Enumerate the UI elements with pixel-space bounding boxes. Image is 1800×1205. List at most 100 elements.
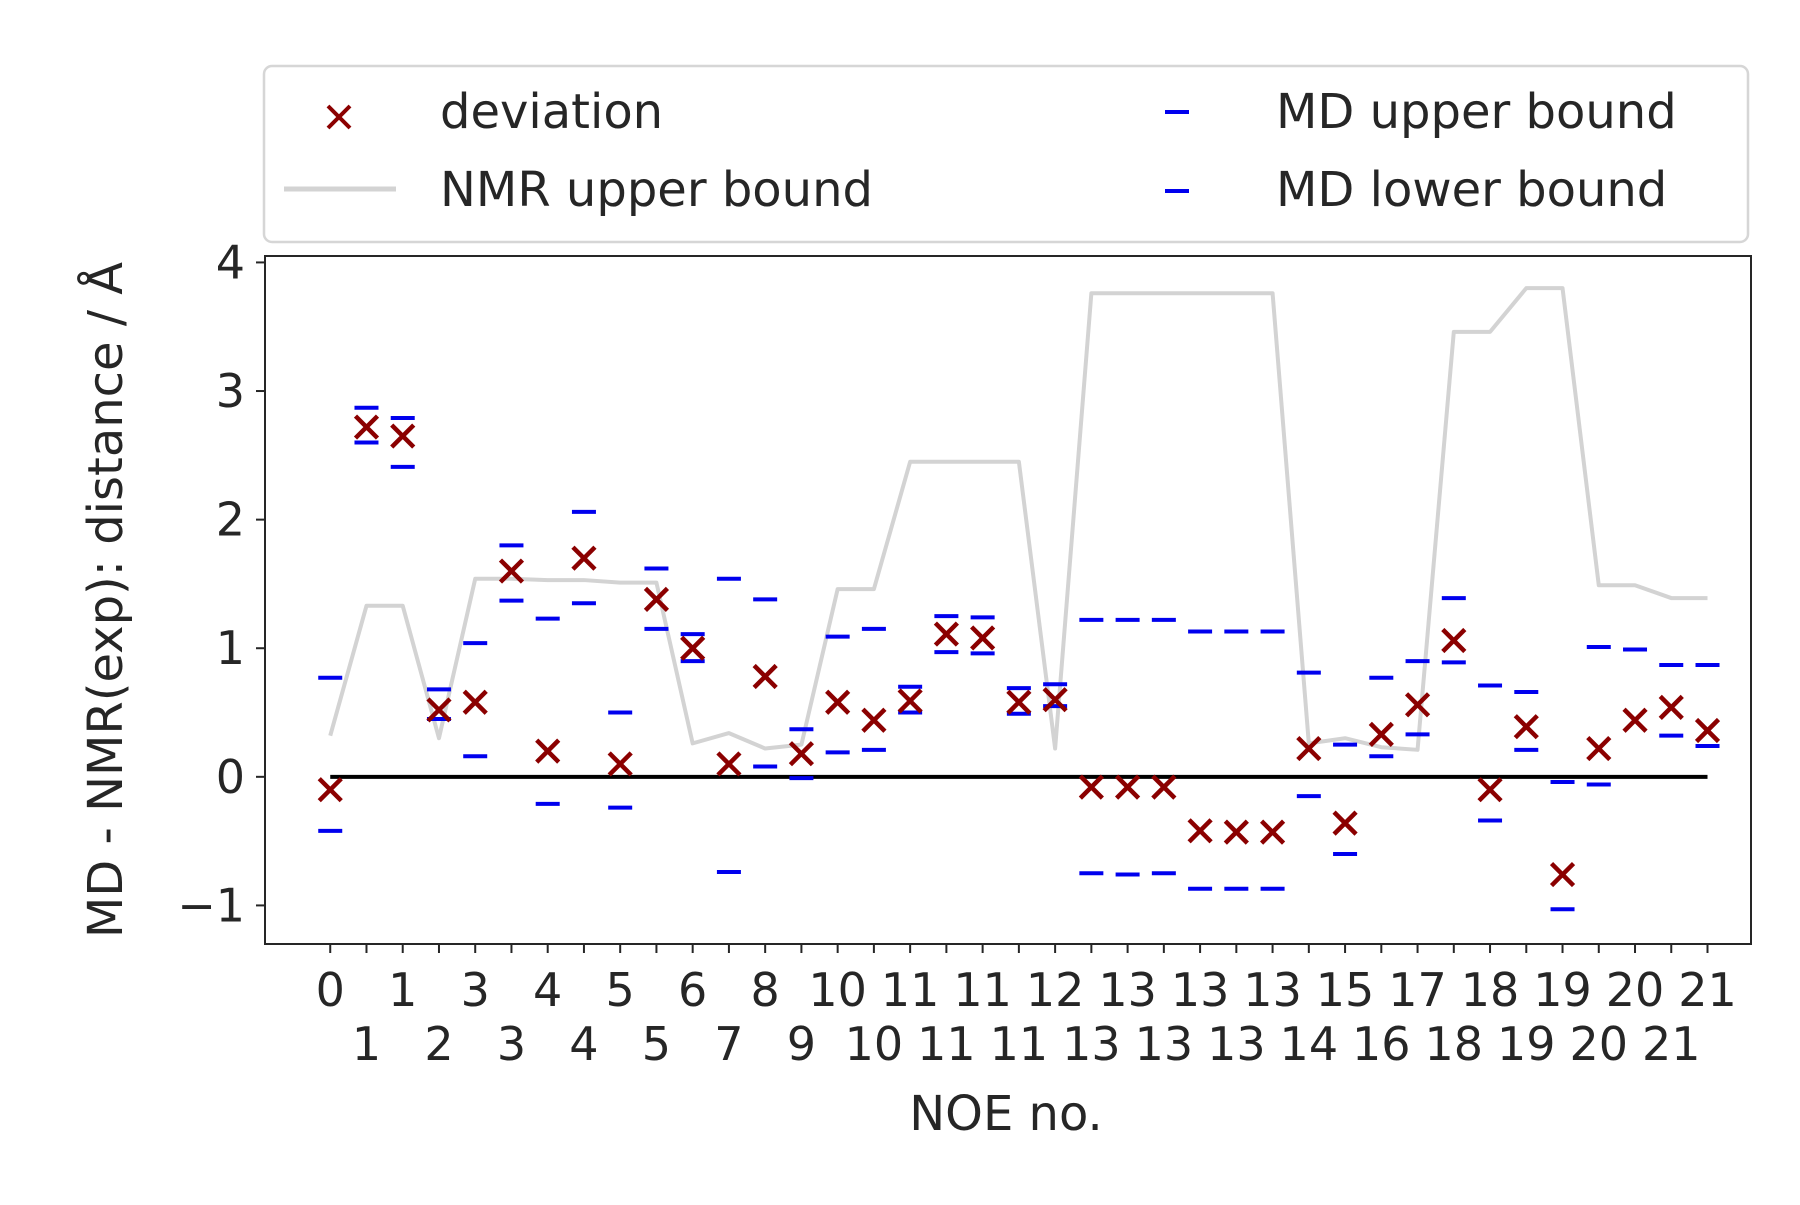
x-tick-label: 21 bbox=[1678, 963, 1737, 1017]
deviation-point bbox=[1115, 774, 1141, 800]
x-tick-label: 13 bbox=[1062, 1017, 1121, 1071]
deviation-point bbox=[317, 777, 343, 803]
deviation-point bbox=[788, 741, 815, 767]
legend-label-nmr-upper: NMR upper bound bbox=[440, 162, 873, 218]
deviation-point bbox=[1694, 717, 1721, 744]
y-tick-label: 4 bbox=[216, 235, 245, 289]
x-tick-label: 11 bbox=[953, 963, 1012, 1017]
x-tick-label: 20 bbox=[1606, 963, 1665, 1017]
x-tick-label: 17 bbox=[1388, 963, 1447, 1017]
y-tick-label: 2 bbox=[216, 493, 245, 547]
legend-frame bbox=[262, 64, 1750, 244]
y-axis-label: MD - NMR(exp): distance / Å bbox=[77, 262, 134, 938]
deviation-point bbox=[680, 635, 706, 661]
x-tick-label: 15 bbox=[1316, 963, 1375, 1017]
legend-label-md-lower: MD lower bound bbox=[1276, 162, 1667, 218]
x-tick-label: 3 bbox=[461, 963, 490, 1017]
x-tick-label: 18 bbox=[1461, 963, 1520, 1017]
deviation-point bbox=[571, 545, 597, 571]
x-tick-label: 13 bbox=[1135, 1017, 1194, 1071]
x-tick-label: 19 bbox=[1533, 963, 1592, 1017]
x-tick-label: 11 bbox=[990, 1017, 1049, 1071]
x-tick-label: 14 bbox=[1280, 1017, 1339, 1071]
deviation-point bbox=[1404, 692, 1431, 718]
deviation-point bbox=[1042, 687, 1068, 713]
deviation-point bbox=[1332, 810, 1358, 836]
deviation-point bbox=[643, 586, 670, 612]
deviation-point bbox=[390, 423, 416, 449]
x-tick-label: 4 bbox=[569, 1017, 598, 1071]
x-tick-label: 9 bbox=[787, 1017, 816, 1071]
x-tick-label: 10 bbox=[808, 963, 867, 1017]
deviation-point bbox=[1368, 721, 1394, 747]
deviation-point bbox=[1187, 818, 1213, 844]
deviation-point bbox=[1223, 819, 1249, 845]
deviation-point bbox=[970, 625, 996, 651]
x-tick-label: 1 bbox=[388, 963, 417, 1017]
deviation-point bbox=[462, 689, 488, 715]
deviation-point bbox=[1296, 735, 1322, 762]
deviation-point bbox=[353, 414, 380, 440]
x-tick-label: 12 bbox=[1026, 963, 1085, 1017]
x-tick-label: 6 bbox=[678, 963, 707, 1017]
deviation-point bbox=[1513, 714, 1539, 740]
x-tick-label: 8 bbox=[751, 963, 780, 1017]
y-tick-label: 1 bbox=[216, 621, 245, 675]
x-tick-label: 1 bbox=[352, 1017, 381, 1071]
deviation-point bbox=[1441, 627, 1467, 654]
x-tick-label: 18 bbox=[1425, 1017, 1484, 1071]
x-tick-label: 0 bbox=[316, 963, 345, 1017]
x-tick-label: 13 bbox=[1171, 963, 1230, 1017]
deviation-point bbox=[1259, 819, 1286, 845]
x-tick-label: 13 bbox=[1207, 1017, 1266, 1071]
deviation-point bbox=[426, 697, 452, 723]
deviation-point bbox=[752, 663, 778, 690]
deviation-point bbox=[607, 751, 633, 777]
nmr-upper-bound-line bbox=[328, 286, 1708, 752]
x-tick-label: 10 bbox=[845, 1017, 904, 1071]
x-tick-label: 5 bbox=[642, 1017, 671, 1071]
x-tick-label: 11 bbox=[917, 1017, 976, 1071]
y-tick-label: −1 bbox=[177, 878, 245, 932]
deviation-point bbox=[897, 688, 923, 714]
deviation-point bbox=[1622, 707, 1648, 733]
x-tick-label: 20 bbox=[1570, 1017, 1629, 1071]
deviation-point bbox=[1549, 861, 1576, 888]
x-tick-label: 3 bbox=[497, 1017, 526, 1071]
legend: deviation NMR upper bound MD upper bound… bbox=[262, 64, 1750, 244]
x-tick-label: 13 bbox=[1098, 963, 1157, 1017]
deviation-point bbox=[861, 707, 887, 733]
legend-marker-deviation bbox=[326, 104, 352, 130]
deviation-point bbox=[825, 689, 851, 715]
deviation-point bbox=[1477, 777, 1503, 803]
deviation-point bbox=[535, 738, 561, 764]
axes-frame bbox=[264, 255, 1752, 945]
deviation-point bbox=[1658, 694, 1684, 720]
deviation-point bbox=[1078, 774, 1104, 800]
x-tick-label: 16 bbox=[1352, 1017, 1411, 1071]
x-tick-label: 13 bbox=[1243, 963, 1302, 1017]
deviation-point bbox=[933, 621, 959, 647]
deviation-point bbox=[1006, 689, 1032, 715]
x-tick-label: 5 bbox=[606, 963, 635, 1017]
x-axis-label: NOE no. bbox=[909, 1086, 1102, 1142]
legend-label-deviation: deviation bbox=[440, 84, 663, 140]
deviation-point bbox=[1151, 774, 1177, 800]
y-tick-label: 0 bbox=[216, 750, 245, 804]
x-axis: 0112334455678910101111111112131313131313… bbox=[316, 944, 1737, 1071]
y-axis: −1 0 1 2 3 4 bbox=[177, 235, 265, 932]
x-tick-label: 19 bbox=[1497, 1017, 1556, 1071]
x-tick-label: 2 bbox=[424, 1017, 453, 1071]
deviation-point bbox=[1586, 735, 1612, 762]
x-tick-label: 7 bbox=[714, 1017, 743, 1071]
legend-label-md-upper: MD upper bound bbox=[1276, 84, 1677, 140]
x-tick-label: 11 bbox=[881, 963, 940, 1017]
deviation-point bbox=[716, 751, 742, 777]
deviation-point bbox=[498, 558, 525, 584]
x-tick-label: 21 bbox=[1642, 1017, 1701, 1071]
plot-area bbox=[317, 286, 1721, 912]
y-tick-label: 3 bbox=[216, 364, 245, 418]
x-tick-label: 4 bbox=[533, 963, 562, 1017]
